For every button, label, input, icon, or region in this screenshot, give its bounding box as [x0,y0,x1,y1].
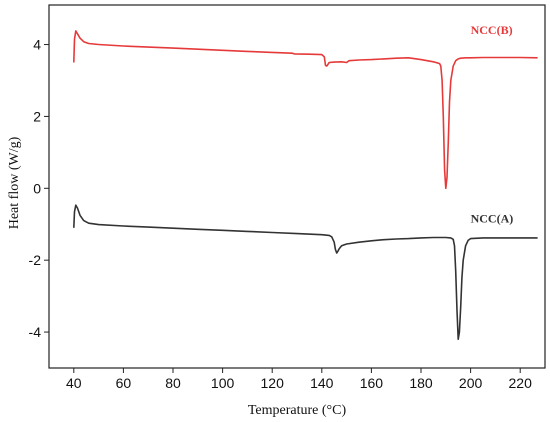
x-tick-label: 40 [66,375,82,391]
x-axis-title: Temperature (°C) [248,403,347,418]
series-label: NCC(B) [471,23,513,37]
series-group [73,30,538,340]
y-tick-label: 0 [33,180,41,196]
x-tick-label: 100 [211,375,235,391]
x-tick-label: 80 [165,375,181,391]
y-tick-label: -2 [29,252,42,268]
x-tick-label: 180 [409,375,433,391]
series-labels: NCC(B) NCC(A) [471,23,514,226]
y-axis-title: Heat flow (W/g) [7,136,22,229]
axes: 40 60 80 100 120 140 160 180 200 220 4 2 0 -2 -4 [29,4,546,391]
x-tick-label: 200 [459,375,483,391]
x-tick-label: 220 [509,375,533,391]
x-tick-label: 160 [360,375,384,391]
series-label: NCC(A) [471,211,514,225]
x-tick-label: 140 [310,375,334,391]
x-tick-label: 60 [116,375,132,391]
series-line-ncc-a [73,204,538,340]
plot-frame [48,4,546,369]
x-tick-label: 120 [261,375,285,391]
series-line-ncc-b [73,30,538,190]
y-tick-label: 4 [33,37,41,53]
y-tick-label: -4 [29,324,42,340]
y-tick-label: 2 [33,108,41,124]
